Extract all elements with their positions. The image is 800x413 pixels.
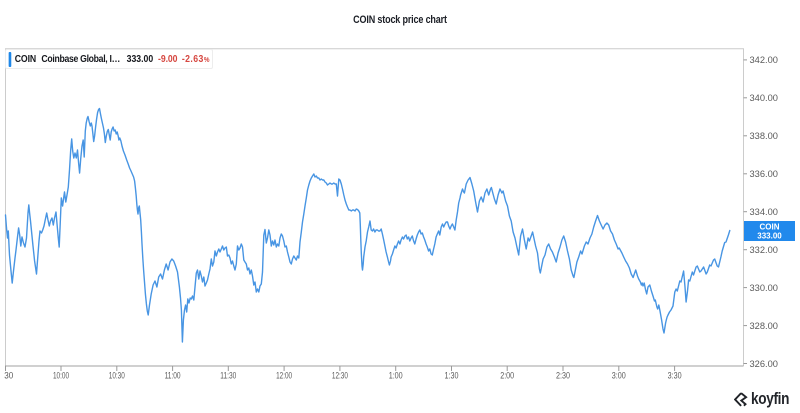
svg-text:11:00: 11:00: [165, 371, 181, 381]
svg-text:12:00: 12:00: [276, 371, 292, 381]
svg-text:340.00: 340.00: [750, 93, 778, 103]
svg-text:3:00: 3:00: [612, 371, 626, 381]
svg-text:338.00: 338.00: [750, 131, 778, 141]
svg-text:342.00: 342.00: [750, 55, 778, 65]
svg-text:326.00: 326.00: [750, 359, 778, 369]
svg-text:332.00: 332.00: [750, 245, 778, 255]
svg-text:30: 30: [4, 371, 13, 381]
svg-text:2:00: 2:00: [500, 371, 514, 381]
svg-text:COIN: COIN: [760, 223, 780, 232]
svg-text:328.00: 328.00: [750, 321, 778, 331]
svg-text:3:30: 3:30: [668, 371, 682, 381]
svg-text:11:30: 11:30: [220, 371, 236, 381]
svg-text:333.00: 333.00: [757, 232, 782, 241]
svg-text:1:30: 1:30: [445, 371, 459, 381]
svg-text:10:30: 10:30: [109, 371, 125, 381]
svg-text:1:00: 1:00: [389, 371, 403, 381]
svg-text:334.00: 334.00: [750, 207, 778, 217]
svg-text:12:30: 12:30: [332, 371, 348, 381]
svg-text:2:30: 2:30: [556, 371, 570, 381]
svg-text:336.00: 336.00: [750, 169, 778, 179]
svg-text:330.00: 330.00: [750, 283, 778, 293]
svg-text:10:00: 10:00: [53, 371, 69, 381]
